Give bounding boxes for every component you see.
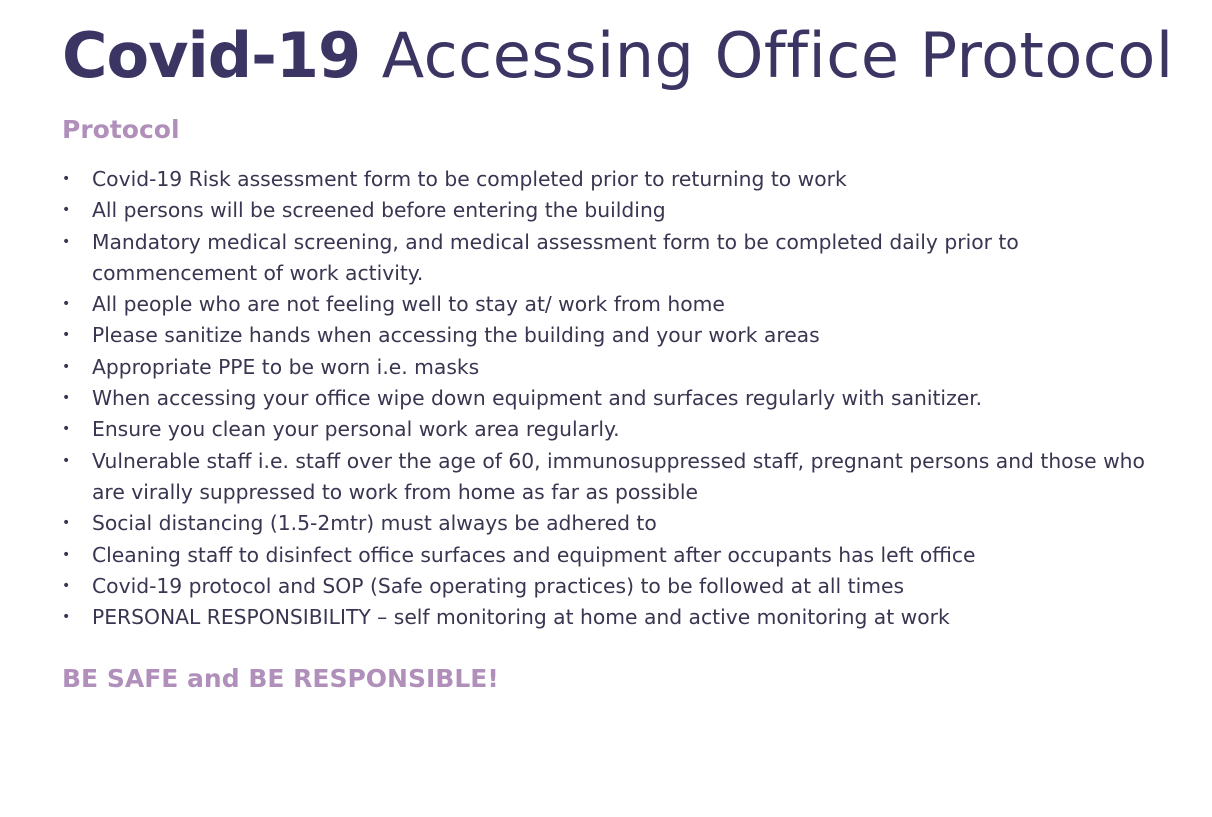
bullet-icon: • [62, 171, 71, 187]
list-item-text: Covid-19 Risk assessment form to be comp… [92, 167, 847, 191]
list-item: • Cleaning staff to disinfect office surf… [62, 540, 1172, 571]
list-item: • Mandatory medical screening, and medica… [62, 227, 1172, 290]
list-item: • Appropriate PPE to be worn i.e. masks [62, 352, 1172, 383]
bullet-icon: • [62, 515, 71, 532]
bullet-icon: • [62, 390, 71, 407]
list-item: • Vulnerable staff i.e. staff over the ag… [62, 446, 1172, 509]
list-item-text: Social distancing (1.5-2mtr) must always… [92, 511, 657, 536]
list-item-text: Vulnerable staff i.e. staff over the age… [92, 448, 1145, 504]
list-item: • When accessing your office wipe down eq… [62, 383, 1172, 414]
list-item: • Ensure you clean your personal work are… [62, 414, 1172, 445]
bullet-icon: • [62, 358, 71, 375]
title-bold-part: Covid-19 [62, 19, 361, 92]
list-item: • Please sanitize hands when accessing th… [62, 320, 1172, 351]
page-title: Covid-19 Accessing Office Protocol [62, 18, 1174, 94]
protocol-list: • Covid-19 Risk assessment form to be com… [62, 164, 1172, 633]
list-item: • PERSONAL RESPONSIBILITY – self monitori… [62, 602, 1172, 633]
list-item: • Covid-19 protocol and SOP (Safe operati… [62, 571, 1172, 602]
bullet-icon: • [62, 452, 71, 469]
bullet-icon: • [62, 233, 71, 250]
list-item-text: Appropriate PPE to be worn i.e. masks [92, 354, 480, 379]
list-item-text: Cleaning staff to disinfect office surfa… [92, 542, 976, 567]
list-item: • Covid-19 Risk assessment form to be com… [62, 164, 1172, 195]
list-item: • Social distancing (1.5-2mtr) must alway… [62, 508, 1172, 539]
title-light-part: Accessing Office Protocol [381, 19, 1174, 92]
footer-slogan: BE SAFE and BE RESPONSIBLE! [62, 664, 499, 694]
list-item: • All persons will be screened before ent… [62, 195, 1172, 226]
list-item-text: Ensure you clean your personal work area… [92, 417, 620, 442]
list-item-text: All persons will be screened before ente… [92, 198, 666, 223]
bullet-icon: • [62, 577, 71, 594]
list-item-text: Mandatory medical screening, and medical… [92, 229, 1019, 285]
document-page: Covid-19 Accessing Office Protocol Proto… [62, 18, 1174, 695]
list-item: • All people who are not feeling well to … [62, 289, 1172, 320]
bullet-icon: • [62, 421, 71, 438]
list-item-text: Please sanitize hands when accessing the… [92, 323, 820, 348]
bullet-icon: • [62, 296, 71, 313]
bullet-icon: • [62, 609, 71, 626]
list-item-text: Covid-19 protocol and SOP (Safe operatin… [92, 573, 905, 598]
list-item-text: When accessing your office wipe down equ… [92, 386, 983, 411]
bullet-icon: • [62, 546, 71, 563]
list-item-text: All people who are not feeling well to s… [92, 292, 725, 317]
section-heading: Protocol [62, 115, 180, 144]
bullet-icon: • [62, 202, 71, 219]
bullet-icon: • [62, 327, 71, 344]
list-item-text: PERSONAL RESPONSIBILITY – self monitorin… [92, 605, 950, 630]
